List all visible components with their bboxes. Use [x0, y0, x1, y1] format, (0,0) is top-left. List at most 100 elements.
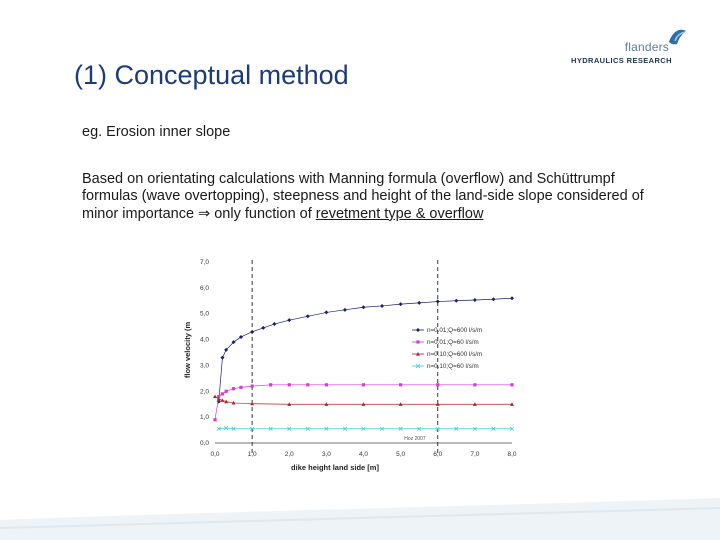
data-point: [342, 426, 348, 431]
body-paragraph: Based on orientating calculations with M…: [82, 171, 662, 223]
data-point: [231, 387, 236, 391]
data-point: [472, 298, 477, 303]
data-point: [261, 325, 266, 330]
legend-label: n=0.10;Q=600 l/s/m: [427, 351, 482, 358]
data-point: [287, 318, 292, 323]
data-point: [491, 426, 496, 431]
series-1: [216, 296, 514, 404]
data-point: [435, 426, 440, 431]
source-annotation: Hoz 2007: [404, 436, 426, 442]
y-axis-label: flow velocity (m: [183, 322, 192, 379]
y-tick-label: 1,0: [200, 414, 209, 421]
x-tick-label: 1,0: [248, 451, 257, 458]
data-point: [268, 426, 273, 431]
data-point: [224, 425, 229, 431]
body-text-part1: Based on orientating calculations with M…: [82, 171, 644, 222]
x-tick-label: 0,0: [210, 451, 219, 458]
legend-label: n=0.01;Q=600 l/s/m: [427, 327, 482, 334]
data-point: [250, 384, 254, 388]
data-point: [231, 400, 236, 405]
x-tick-label: 4,0: [359, 451, 368, 458]
y-tick-label: 5,0: [200, 311, 209, 318]
decorative-footer-wave: [0, 498, 720, 540]
data-point: [269, 383, 273, 387]
x-axis-label: dike height land side [m]: [291, 463, 379, 472]
data-point: [224, 389, 228, 393]
data-point: [250, 329, 255, 334]
data-point: [454, 298, 459, 303]
implies-symbol: ⇒: [198, 205, 211, 222]
logo-wordmark: flanders: [624, 40, 669, 54]
series-4: [216, 425, 515, 431]
data-point: [287, 383, 291, 387]
data-point: [216, 426, 221, 431]
x-tick-label: 3,0: [322, 451, 331, 458]
series-1-line: [218, 297, 513, 402]
data-point: [324, 310, 329, 315]
underlined-phrase: revetment type & overflow: [315, 205, 484, 222]
data-point: [398, 426, 403, 431]
data-point: [224, 347, 229, 352]
chart-series: [213, 296, 515, 431]
data-point: [417, 300, 422, 305]
series-2: [213, 383, 514, 422]
x-tick-label: 8,0: [507, 451, 516, 458]
data-point: [380, 303, 385, 308]
data-point: [324, 383, 328, 387]
data-point: [398, 302, 403, 307]
data-point: [491, 297, 496, 302]
data-point: [472, 402, 477, 406]
data-point: [231, 340, 236, 345]
series-2-line: [214, 384, 512, 420]
slide-title: (1) Conceptual method: [74, 60, 349, 90]
body-text-part2: only function of: [210, 205, 316, 222]
logo-subtitle: HYDRAULICS RESEARCH: [571, 56, 672, 65]
data-point: [250, 426, 255, 431]
logo: flanders HYDRAULICS RESEARCH: [565, 24, 695, 68]
flow-velocity-chart: 0,0 1,0 2,0 3,0 4,0 5,0 6,0 7,0 8,0 0,0 1,0 2,0 3,0 4…: [183, 259, 517, 472]
legend-marker: [416, 340, 420, 344]
data-point: [239, 385, 243, 390]
series-3: [213, 394, 514, 406]
slide-subtitle: eg. Erosion inner slope: [82, 124, 231, 140]
data-point: [238, 334, 243, 339]
data-point: [272, 322, 277, 327]
data-point: [510, 402, 514, 406]
data-point: [379, 426, 385, 431]
data-point: [287, 402, 292, 406]
data-point: [324, 402, 329, 406]
data-point: [324, 426, 329, 431]
legend-marker: [416, 352, 420, 356]
data-point: [287, 426, 292, 431]
y-tick-label: 3,0: [200, 362, 209, 369]
data-point: [510, 296, 514, 301]
legend-marker: [415, 363, 421, 369]
data-point: [435, 299, 440, 304]
data-point: [305, 426, 310, 431]
data-point: [250, 401, 255, 406]
data-point: [216, 397, 221, 401]
series-4-line: [218, 427, 512, 430]
data-point: [509, 426, 515, 431]
y-tick-label: 0,0: [200, 440, 209, 447]
data-point: [436, 383, 440, 387]
chart-legend: n=0.01;Q=600 l/s/m n=0.01;Q=60 l/s/m n=0.1…: [412, 327, 482, 370]
data-point: [305, 314, 310, 319]
data-point: [473, 383, 477, 387]
data-point: [213, 418, 217, 422]
x-tick-label: 7,0: [470, 451, 479, 458]
data-point: [220, 398, 225, 402]
x-tick-label: 6,0: [433, 451, 442, 458]
data-point: [220, 355, 225, 360]
data-point: [454, 426, 459, 431]
data-point: [398, 402, 403, 406]
x-tick-label: 2,0: [285, 451, 294, 458]
data-point: [217, 394, 221, 399]
data-point: [472, 426, 477, 431]
data-point: [361, 383, 366, 387]
y-tick-label: 7,0: [200, 259, 209, 266]
y-tick-label: 6,0: [200, 285, 209, 292]
legend-label: n=0.01;Q=60 l/s/m: [427, 339, 479, 346]
chart-axes: 0,0 1,0 2,0 3,0 4,0 5,0 6,0 7,0 8,0 0,0 1,0 2,0 3,0 4…: [200, 259, 517, 458]
x-tick-label: 5,0: [396, 451, 405, 458]
